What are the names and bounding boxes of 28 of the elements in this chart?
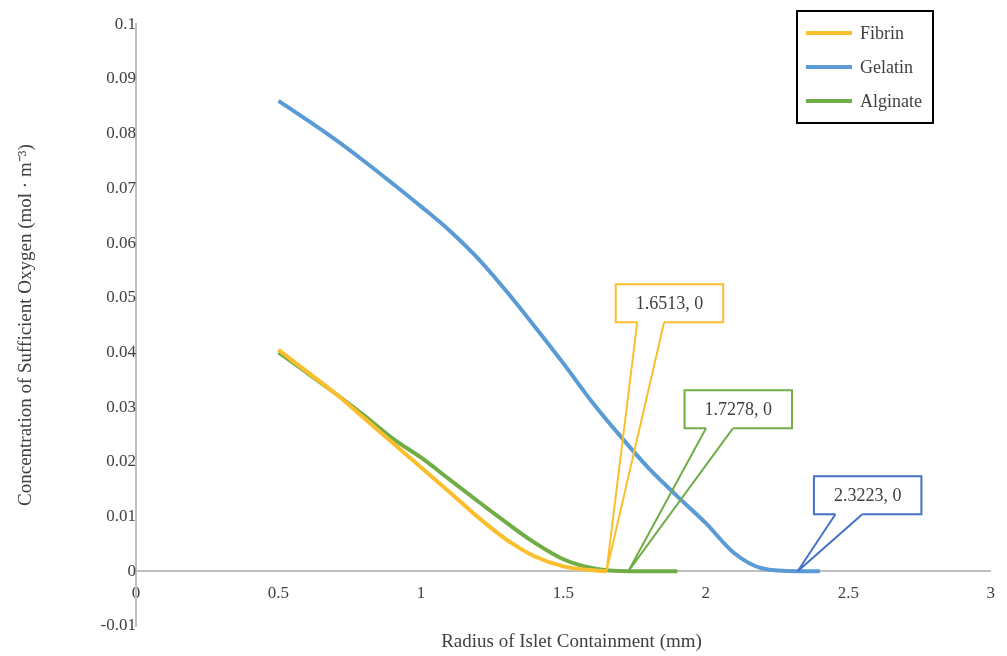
annotation: 1.6513, 0: [635, 293, 704, 314]
x-tick-label: 3: [986, 582, 995, 602]
y-tick-label: 0: [127, 560, 136, 580]
y-tick-label: 0.08: [106, 123, 136, 143]
x-tick-label: 2: [701, 582, 711, 602]
y-tick-label: 0.06: [106, 232, 136, 252]
x-tick-label: 0.5: [267, 582, 290, 602]
y-tick-label: 0.03: [106, 396, 136, 416]
y-tick-label: 0.07: [106, 177, 137, 197]
y-tick-label: 0.04: [106, 341, 137, 361]
x-tick-label: 2.5: [837, 582, 859, 602]
legend-label: Alginate: [860, 90, 922, 112]
line-series: [276, 347, 609, 574]
y-axis-title: Concentration of Sufficient Oxygen (mol · m⁻³): [13, 144, 36, 506]
annotation: 1.7278, 0: [704, 399, 773, 420]
y-tick-label: 0.1: [114, 13, 136, 33]
x-axis-title: Radius of Islet Containment (mm): [440, 630, 703, 652]
y-tick-label: 0.02: [106, 451, 136, 471]
line-series: [276, 98, 822, 574]
legend-label: Fibrin: [860, 22, 905, 44]
y-tick-label: 0.09: [106, 68, 136, 88]
legend-label: Gelatin: [860, 56, 913, 78]
y-tick-label: -0.01: [100, 615, 136, 635]
y-tick-label: 0.01: [106, 506, 136, 526]
y-tick-label: 0.05: [106, 287, 136, 307]
x-tick-label: 1: [416, 582, 426, 602]
annotation: 2.3223, 0: [833, 485, 902, 506]
x-tick-label: 1.5: [552, 582, 574, 602]
